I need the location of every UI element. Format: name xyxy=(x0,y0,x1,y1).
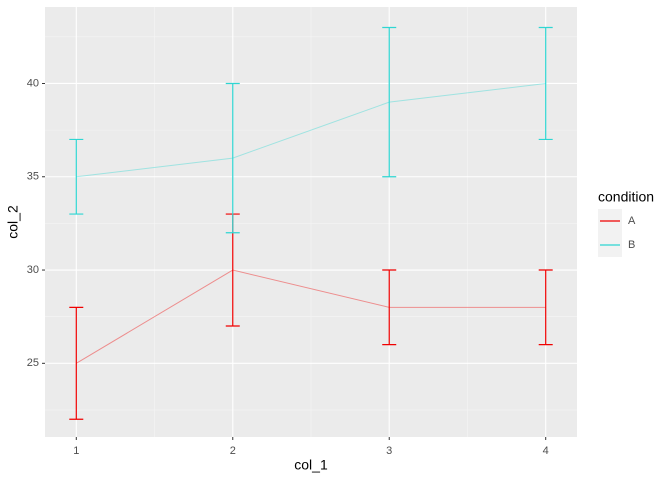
legend-label: A xyxy=(628,215,636,227)
line xyxy=(76,82,546,178)
x-tick-label: 1 xyxy=(73,445,79,457)
x-axis-title: col_1 xyxy=(294,457,328,473)
x-tick-label: 2 xyxy=(230,445,236,457)
x-tick-label: 3 xyxy=(386,445,392,457)
error-bar xyxy=(538,269,553,346)
x-tick-label: 4 xyxy=(543,445,549,457)
error-bar xyxy=(225,82,240,234)
line xyxy=(76,269,546,364)
y-tick-label: 25 xyxy=(27,357,39,369)
y-axis-title: col_2 xyxy=(5,205,21,239)
error-bar xyxy=(382,26,397,178)
error-bar xyxy=(382,269,397,346)
error-bar xyxy=(538,26,553,141)
y-tick-label: 35 xyxy=(27,171,39,183)
error-bar xyxy=(69,138,84,215)
legend-title: condition xyxy=(598,189,654,205)
y-tick-label: 30 xyxy=(27,264,39,276)
error-bar xyxy=(69,306,84,420)
legend-label: B xyxy=(628,239,635,251)
y-tick-label: 40 xyxy=(27,77,39,89)
